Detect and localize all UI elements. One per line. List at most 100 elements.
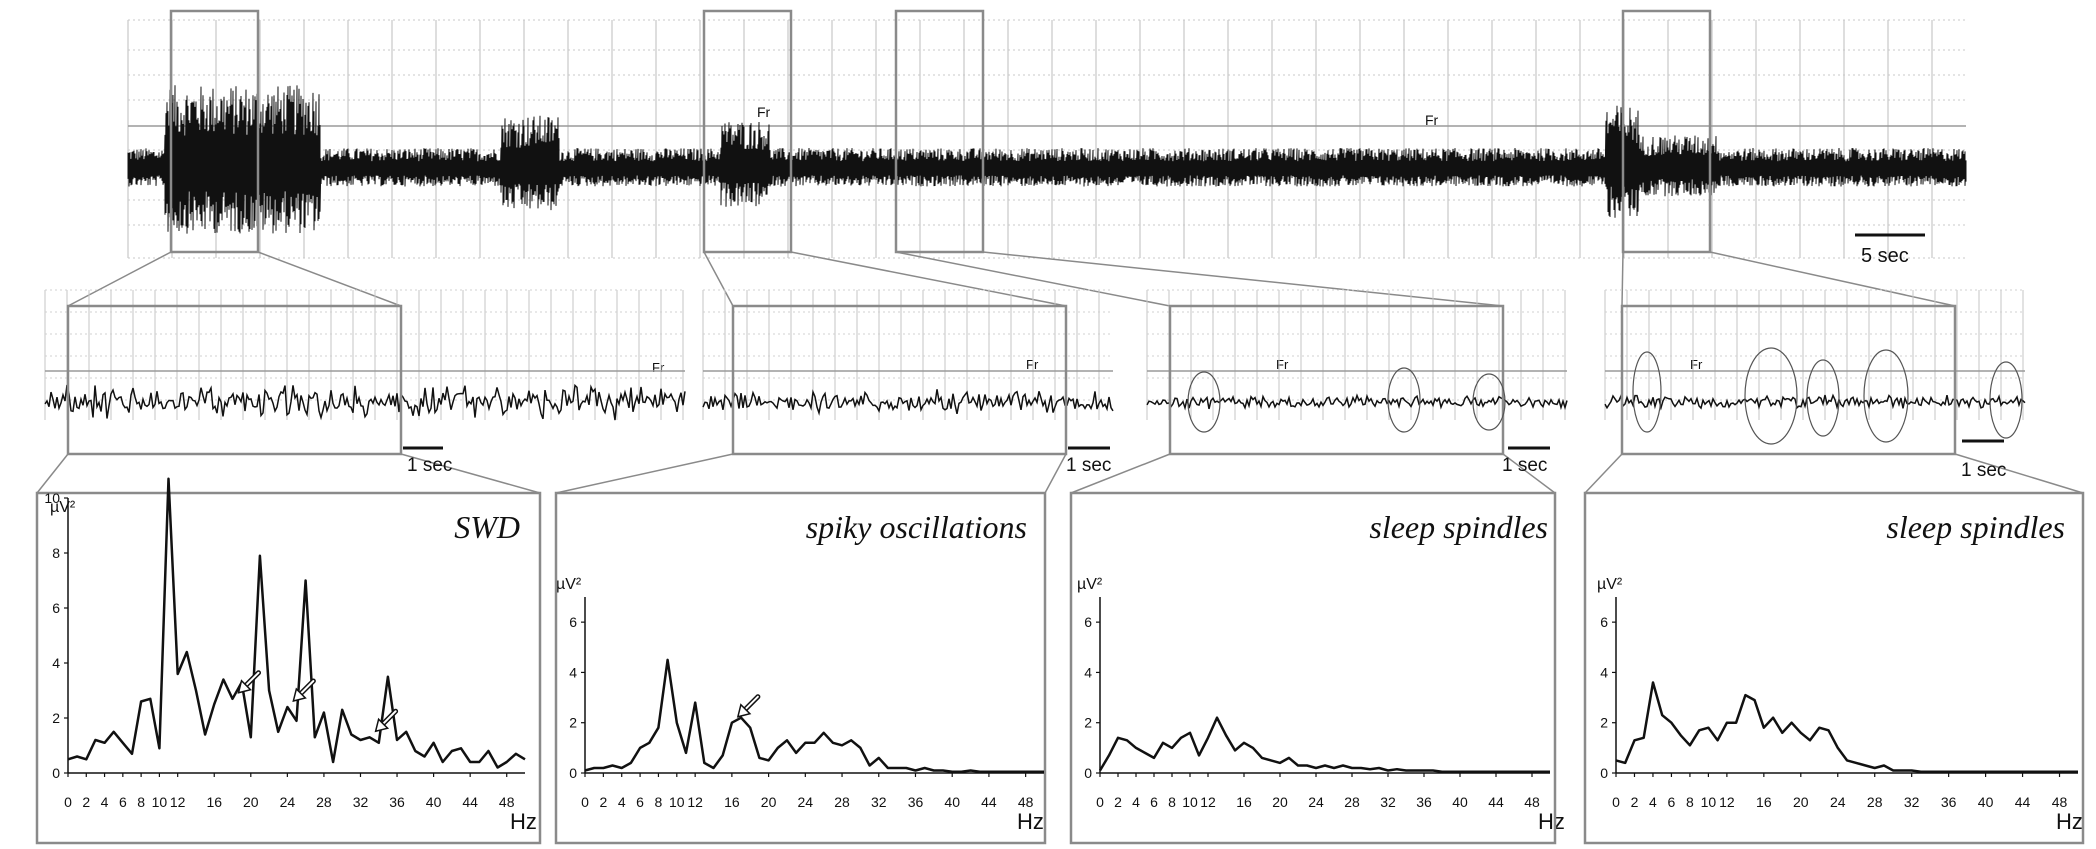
zoom-panel-spindles-1: Fr 1 sec xyxy=(1276,357,1547,476)
spectrum-x-tick-label: 24 xyxy=(1830,794,1846,810)
peak-arrow-icon xyxy=(736,694,761,718)
scale-label-1sec-3: 1 sec xyxy=(1502,455,1547,476)
spectrum-title-3: sleep spindles xyxy=(1369,509,1548,545)
zoom-connector-line xyxy=(400,453,541,494)
scale-label-1sec-1: 1 sec xyxy=(407,455,452,476)
spectrum-y-tick-label: 6 xyxy=(1600,614,1608,630)
zoom-channel-label-4: Fr xyxy=(1690,357,1703,372)
spectrum-frame xyxy=(1583,491,2085,845)
spectrum-y-tick-label: 0 xyxy=(569,765,577,781)
spectrum-x-tick-label: 24 xyxy=(1308,794,1324,810)
spectrum-x-tick-label: 40 xyxy=(944,794,960,810)
spectrum-x-tick-label: 8 xyxy=(1168,794,1176,810)
zoom-selection-box xyxy=(731,304,1068,456)
spectrum-x-tick-label: 32 xyxy=(353,794,369,810)
zoom-connector-line xyxy=(895,251,1171,307)
spectrum-y-tick-label: 4 xyxy=(1084,664,1092,680)
zoom-connector-line xyxy=(703,251,734,307)
spectrum-x-tick-label: 8 xyxy=(1686,794,1694,810)
zoom-channel-label-1: Fr xyxy=(652,360,665,375)
spindle-highlight-ellipse xyxy=(1863,349,1909,443)
zoom-eeg-trace xyxy=(1146,393,1568,411)
spectrum-y-tick-label: 4 xyxy=(52,655,60,671)
spectrum-frame xyxy=(1069,491,1557,845)
scale-label-5sec: 5 sec xyxy=(1861,245,1909,267)
spectrum-x-tick-label: 0 xyxy=(1612,794,1620,810)
spectrum-x-tick-label: 48 xyxy=(1524,794,1540,810)
spectrum-x-tick-label: 12 xyxy=(687,794,703,810)
spectrum-x-tick-label: 36 xyxy=(1941,794,1957,810)
spectrum-x-tick-label: 8 xyxy=(655,794,663,810)
spectrum-y-tick-label: 2 xyxy=(52,710,60,726)
zoom-panel-graphics-3 xyxy=(1146,289,1568,456)
spectrum-x-tick-label: 2 xyxy=(1631,794,1639,810)
spectrum-y-tick-label: 2 xyxy=(1600,715,1608,731)
spectrum-title-4: sleep spindles xyxy=(1886,509,2065,545)
overview-eeg-panel: Fr Fr 5 sec xyxy=(127,9,1967,267)
zoom-panel-graphics-4 xyxy=(1604,289,2026,456)
zoom-connector-line xyxy=(790,251,1067,307)
spectrum-x-tick-label: 0 xyxy=(1096,794,1104,810)
spectrum-x-tick-label: 44 xyxy=(981,794,997,810)
spectrum-ylabel-4: µV² xyxy=(1597,576,1623,593)
spectrum-x-tick-label: 10 xyxy=(1701,794,1717,810)
spectrum-x-tick-label: 32 xyxy=(1380,794,1396,810)
spectrum-x-tick-label: 48 xyxy=(1018,794,1034,810)
spectrum-title-2: spiky oscillations xyxy=(806,509,1027,545)
spectrum-y-tick-label: 0 xyxy=(1600,765,1608,781)
zoom-connector-line xyxy=(67,251,172,307)
spectrum-y-tick-label: 0 xyxy=(1084,765,1092,781)
spindle-highlight-ellipse xyxy=(1989,361,2023,439)
spectrum-x-tick-label: 16 xyxy=(206,794,222,810)
spectrum-x-tick-label: 6 xyxy=(636,794,644,810)
spectrum-x-tick-label: 6 xyxy=(1150,794,1158,810)
spectrum-panel-3: sleep spindles µV² Hz xyxy=(1077,509,1565,834)
spectrum-ylabel-1: µV² xyxy=(50,499,76,516)
zoom-selection-box xyxy=(66,304,403,456)
spectrum-line xyxy=(584,658,1044,773)
spectrum-x-tick-label: 44 xyxy=(1488,794,1504,810)
peak-arrow-head xyxy=(237,679,252,694)
spectrum-panel-2: spiky oscillations µV² Hz xyxy=(556,509,1044,834)
zoom-channel-label-3: Fr xyxy=(1276,357,1289,372)
zoom-connector-line xyxy=(1070,453,1171,494)
spectrum-x-tick-label: 28 xyxy=(316,794,332,810)
spectrum-y-tick-label: 8 xyxy=(52,545,60,561)
spectrum-line xyxy=(1098,716,1550,773)
zoom-eeg-trace xyxy=(1604,393,2026,411)
spectrum-x-tick-label: 32 xyxy=(871,794,887,810)
spectrum-y-tick-label: 6 xyxy=(1084,614,1092,630)
peak-arrow-icon xyxy=(374,708,399,733)
spectrum-x-tick-label: 48 xyxy=(499,794,515,810)
zoom-connector-line xyxy=(982,251,1504,307)
zoom-connector-lines xyxy=(36,251,2084,494)
spectrum-xlabel-4: Hz xyxy=(2056,809,2083,834)
zoom-connector-line xyxy=(1044,453,1067,494)
spindle-highlight-ellipse xyxy=(1472,373,1506,431)
overview-channel-label-a: Fr xyxy=(1425,112,1439,128)
spectrum-ylabel-2: µV² xyxy=(556,576,582,593)
spectrum-x-tick-label: 0 xyxy=(64,794,72,810)
spectrum-x-tick-label: 24 xyxy=(280,794,296,810)
spectrum-x-tick-label: 16 xyxy=(724,794,740,810)
spectrum-y-tick-label: 10 xyxy=(44,490,60,506)
spectrum-x-tick-label: 28 xyxy=(1344,794,1360,810)
zoom-panel-spiky: Fr 1 sec xyxy=(1026,357,1111,476)
spectrum-ylabel-3: µV² xyxy=(1077,576,1103,593)
spectrum-x-tick-label: 32 xyxy=(1904,794,1920,810)
zoom-connector-line xyxy=(1954,453,2084,494)
zoom-selection-box xyxy=(1620,304,1957,456)
spindle-highlight-ellipse xyxy=(1632,351,1662,433)
spectrum-line xyxy=(1615,681,2078,773)
spectrum-title-1: SWD xyxy=(454,509,520,545)
spectrum-x-tick-label: 20 xyxy=(1272,794,1288,810)
spindle-highlight-ellipse xyxy=(1744,347,1798,445)
spectrum-x-tick-label: 48 xyxy=(2052,794,2068,810)
zoom-connector-line xyxy=(1502,453,1556,494)
zoom-channel-label-2: Fr xyxy=(1026,357,1039,372)
selection-box-2 xyxy=(702,9,793,254)
zoom-panel-graphics-2 xyxy=(702,289,1114,456)
spectrum-x-tick-label: 12 xyxy=(170,794,186,810)
peak-arrow-icon xyxy=(292,678,316,703)
